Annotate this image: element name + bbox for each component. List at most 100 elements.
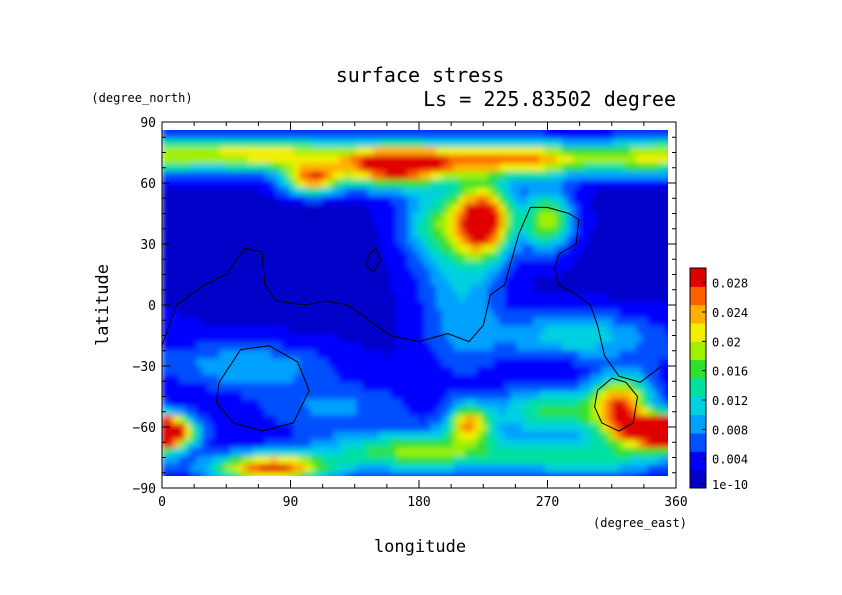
heatmap-cell <box>247 138 254 147</box>
heatmap-cell <box>601 439 609 448</box>
heatmap-cell <box>521 382 529 391</box>
heatmap-cell <box>367 154 374 164</box>
heatmap-cell <box>339 349 346 359</box>
heatmap-cell <box>241 130 249 131</box>
heatmap-cell <box>361 211 369 221</box>
heatmap-cell <box>201 439 209 448</box>
heatmap-cell <box>653 349 660 359</box>
heatmap-cell <box>419 130 426 131</box>
heatmap-cell <box>270 422 277 432</box>
heatmap-cell <box>453 260 460 269</box>
heatmap-cell <box>162 211 169 221</box>
heatmap-cell <box>224 260 232 269</box>
heatmap-cell <box>270 398 277 408</box>
contour-line <box>162 206 663 383</box>
heatmap-cell <box>293 317 300 326</box>
heatmap-cell <box>390 130 397 131</box>
heatmap-cell <box>304 260 312 269</box>
heatmap-cell <box>407 455 414 465</box>
heatmap-cell <box>247 195 254 204</box>
heatmap-cell <box>230 455 237 465</box>
heatmap-cell <box>344 219 352 229</box>
heatmap-cell <box>522 480 528 489</box>
heatmap-cell <box>556 195 563 204</box>
heatmap-cell <box>196 195 203 204</box>
heatmap-cell <box>344 154 352 164</box>
heatmap-cell <box>321 471 329 476</box>
heatmap-cell <box>424 284 432 294</box>
heatmap-cell <box>339 439 346 448</box>
heatmap-cell <box>567 341 574 351</box>
heatmap-cell <box>481 195 489 204</box>
heatmap-cell <box>441 357 449 367</box>
heatmap-cell <box>236 170 243 180</box>
heatmap-cell <box>498 170 506 180</box>
heatmap-cell <box>241 154 249 164</box>
heatmap-cell <box>401 178 409 188</box>
heatmap-cell <box>173 325 180 335</box>
heatmap-cell <box>179 480 185 489</box>
heatmap-cell <box>647 146 654 156</box>
heatmap-cell <box>379 219 386 229</box>
heatmap-cell <box>213 390 220 400</box>
heatmap-cell <box>390 227 397 237</box>
heatmap-cell <box>299 235 306 245</box>
heatmap-cell <box>658 268 666 278</box>
heatmap-cell <box>253 154 260 164</box>
heatmap-cell <box>316 325 323 335</box>
heatmap-cell <box>436 276 443 286</box>
heatmap-cell <box>573 170 580 180</box>
heatmap-cell <box>373 178 380 188</box>
heatmap-cell <box>458 138 466 147</box>
heatmap-cell <box>287 235 294 245</box>
heatmap-cell <box>647 382 654 391</box>
heatmap-cell <box>458 439 466 448</box>
heatmap-cell <box>533 439 540 448</box>
heatmap-cell <box>573 130 580 131</box>
heatmap-cell <box>190 203 197 213</box>
heatmap-cell <box>413 162 420 172</box>
heatmap-cell <box>647 414 654 424</box>
heatmap-cell <box>179 130 186 131</box>
heatmap-cell <box>641 138 649 147</box>
heatmap-cell <box>390 203 397 213</box>
heatmap-cell <box>230 317 237 326</box>
heatmap-cell <box>339 480 345 489</box>
heatmap-cell <box>436 463 443 473</box>
heatmap-cell <box>373 130 380 139</box>
heatmap-cell <box>527 325 534 335</box>
heatmap-cell <box>419 203 426 213</box>
heatmap-cell <box>356 211 363 221</box>
heatmap-cell <box>333 357 340 367</box>
heatmap-cell <box>498 146 506 156</box>
heatmap-cell <box>630 422 637 432</box>
heatmap-cell <box>207 366 214 375</box>
heatmap-cell <box>481 292 489 302</box>
heatmap-cell <box>224 252 232 261</box>
heatmap-cell <box>167 471 175 476</box>
heatmap-cell <box>527 252 534 261</box>
heatmap-cell <box>299 260 306 269</box>
heatmap-cell <box>453 276 460 286</box>
heatmap-cell <box>538 390 546 400</box>
heatmap-cell <box>224 463 232 473</box>
heatmap-cell <box>607 162 614 172</box>
heatmap-cell <box>402 480 408 489</box>
heatmap-cell <box>470 439 477 448</box>
heatmap-cell <box>379 268 386 278</box>
heatmap-cell <box>538 252 546 261</box>
heatmap-cell <box>493 414 500 424</box>
heatmap-cell <box>504 195 511 204</box>
heatmap-cell <box>493 170 500 180</box>
heatmap-cell <box>390 398 397 408</box>
heatmap-cell <box>458 309 466 318</box>
heatmap-cell <box>184 300 192 310</box>
heatmap-cell <box>481 431 489 440</box>
heatmap-cell <box>544 463 551 473</box>
heatmap-cell <box>636 203 643 213</box>
heatmap-cell <box>498 235 506 245</box>
heatmap-cell <box>561 244 569 253</box>
heatmap-cell <box>356 382 363 391</box>
heatmap-cell <box>641 390 649 400</box>
heatmap-cell <box>373 447 380 457</box>
